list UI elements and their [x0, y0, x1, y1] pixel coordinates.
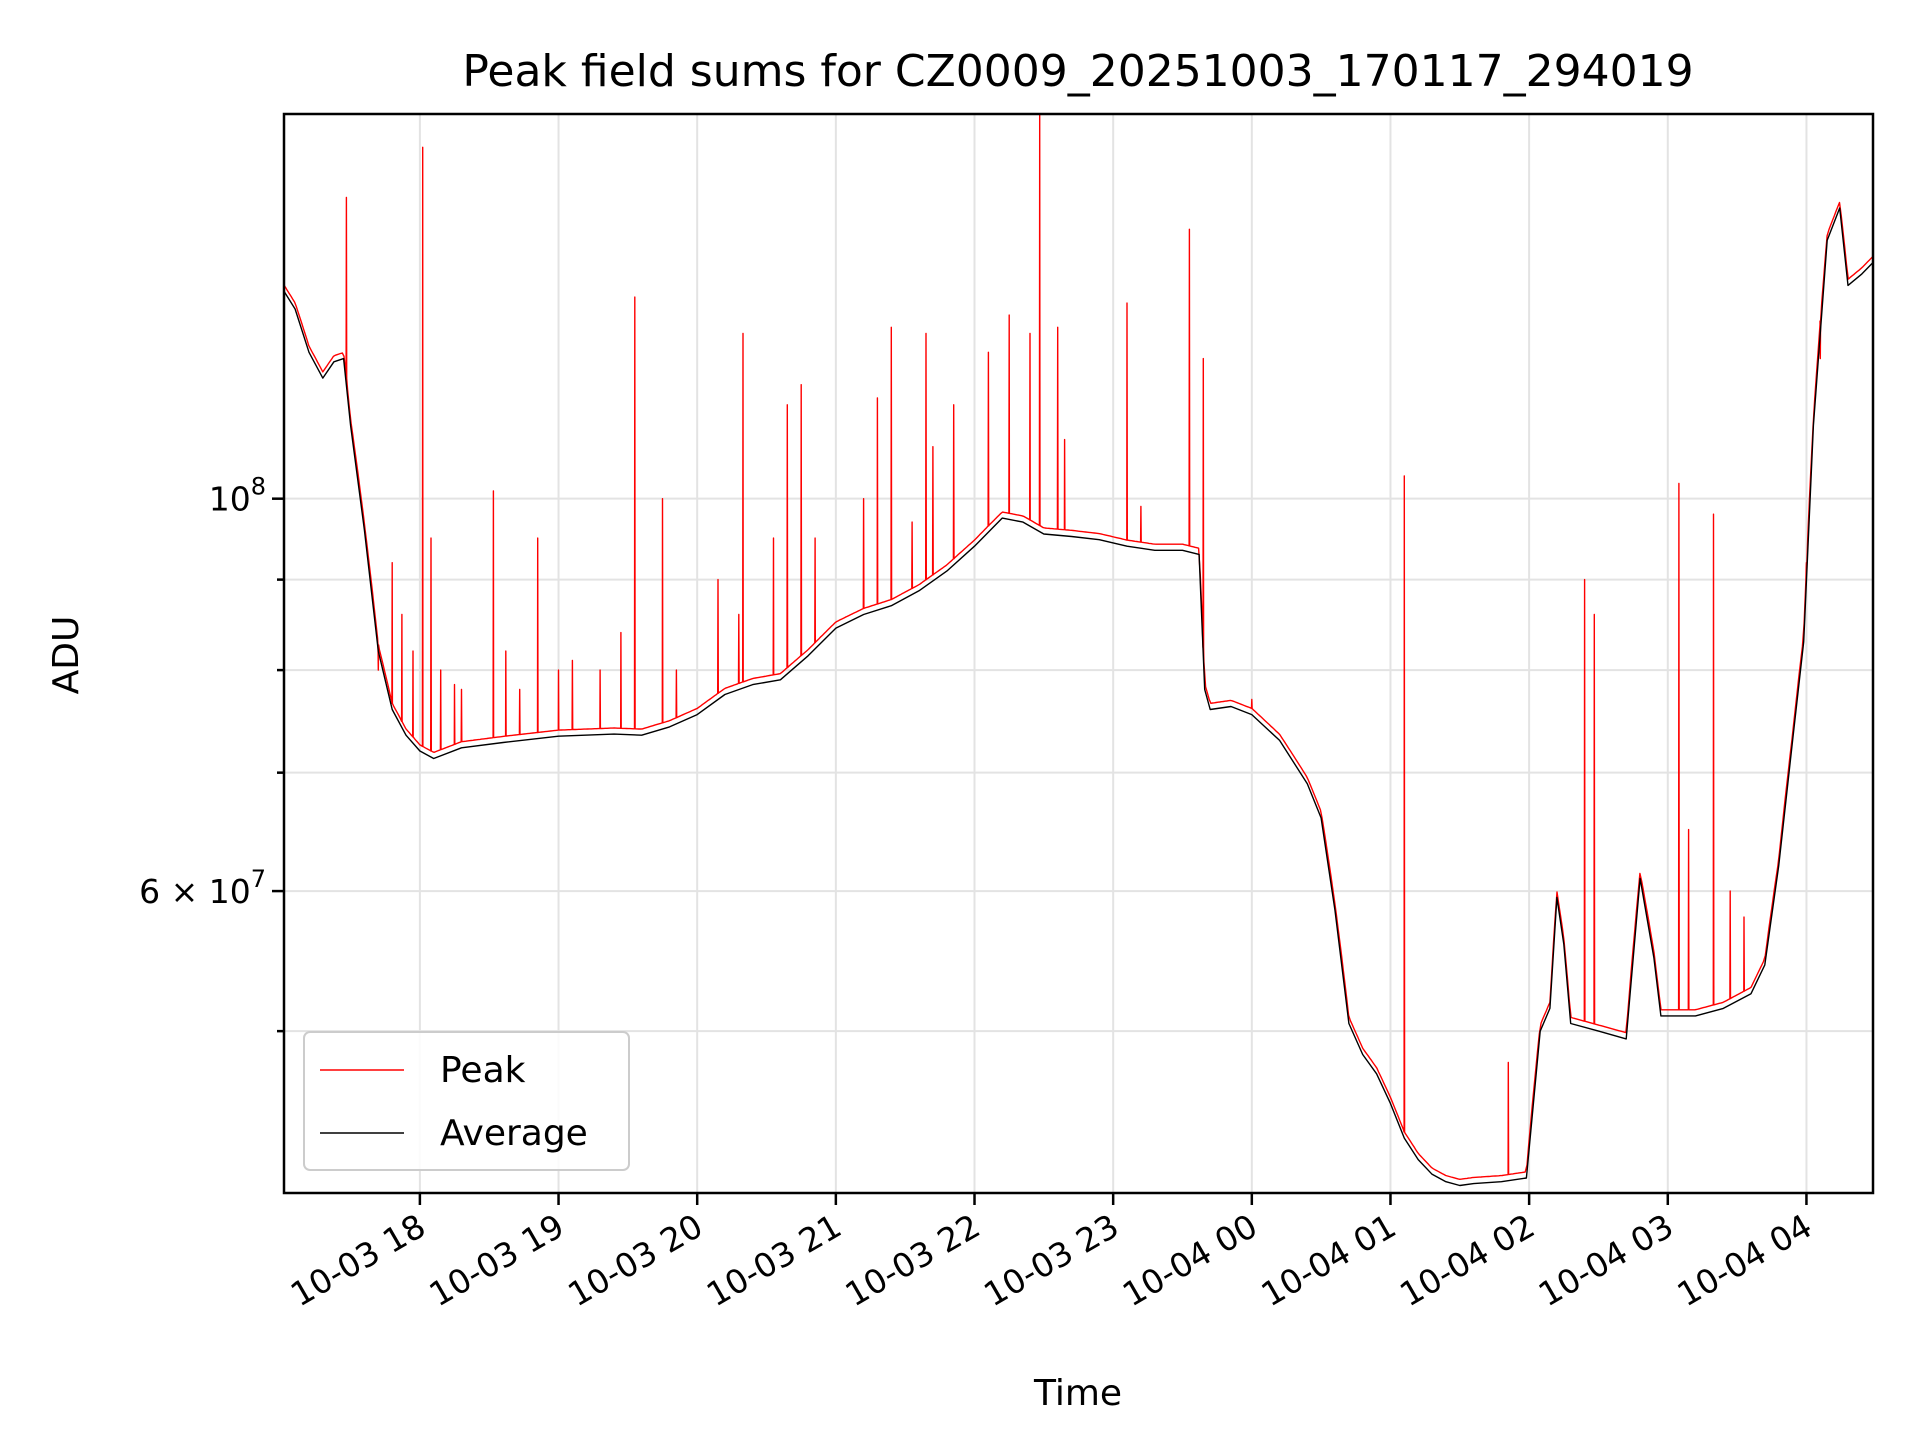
series-layer	[283, 113, 1874, 1187]
legend-average-label: Average	[440, 1113, 588, 1154]
series-line-average	[283, 207, 1874, 1187]
legend-peak-label: Peak	[440, 1050, 526, 1091]
y-tick-label: 6 × 107	[139, 865, 266, 911]
series-line-peak	[283, 113, 1874, 1180]
legend: Peak Average	[303, 1031, 630, 1171]
y-axis-label: ADU	[46, 616, 87, 695]
chart-title: Peak field sums for CZ0009_20251003_1701…	[462, 46, 1693, 97]
plot-frame	[282, 112, 1875, 1195]
grid	[284, 114, 1873, 1193]
legend-box	[303, 1031, 630, 1171]
y-axis-ticks: 108 6 × 107	[139, 473, 284, 1033]
x-axis-label: Time	[1033, 1373, 1122, 1414]
y-tick-label: 108	[209, 473, 266, 519]
